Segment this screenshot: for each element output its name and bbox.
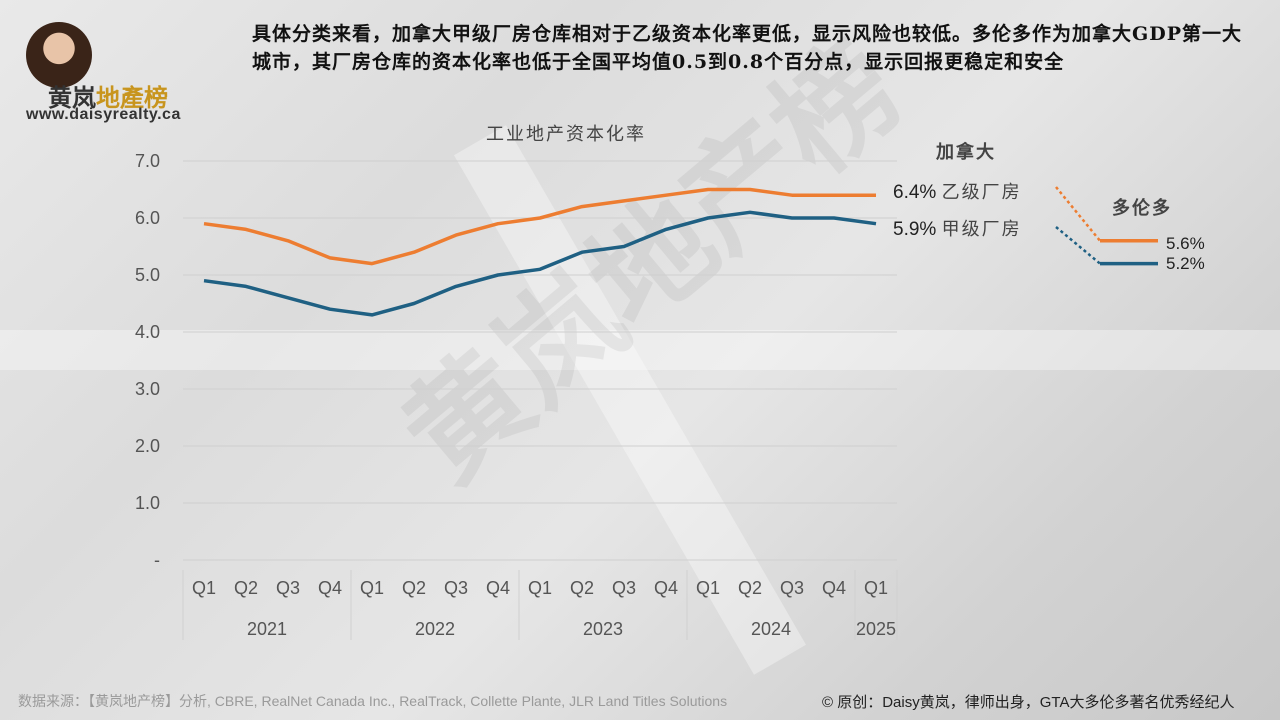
x-tick-label: Q1 [696,578,720,598]
x-tick-label: Q2 [234,578,258,598]
canada-header: 加拿大 [936,142,996,163]
series-line-1 [203,210,877,317]
y-tick-label: 4.0 [135,322,160,342]
x-tick-label: Q4 [654,578,678,598]
x-group-label: 2025 [856,619,896,639]
x-tick-label: Q3 [612,578,636,598]
x-tick-label: Q1 [864,578,888,598]
logo-name: 黄岚地產榜 [48,84,168,112]
data-source: 数据来源：【黄岚地产榜】分析, CBRE, RealNet Canada Inc… [18,693,728,709]
x-tick-label: Q3 [780,578,804,598]
x-tick-label: Q1 [192,578,216,598]
copyright: © 原创：Daisy黄岚，律师出身，GTA大多伦多著名优秀经纪人 [822,694,1235,711]
y-tick-label: 6.0 [135,208,160,228]
x-tick-label: Q1 [360,578,384,598]
x-tick-label: Q2 [402,578,426,598]
y-tick-label: 7.0 [135,151,160,171]
series-line-0 [203,187,876,266]
headline: 具体分类来看，加拿大甲级厂房仓库相对于乙级资本化率更低，显示风险也较低。多伦多作… [252,23,1242,73]
avatar [26,22,92,88]
connector-dotted [1055,226,1101,265]
x-group-label: 2023 [583,619,623,639]
x-tick-label: Q4 [318,578,342,598]
x-group-label: 2022 [415,619,455,639]
x-tick-label: Q2 [738,578,762,598]
toronto-label-b: 5.6% [1166,234,1205,253]
series-end-label-a: 5.9% 甲级厂房 [893,219,1022,240]
y-tick-label: 3.0 [135,379,160,399]
toronto-header: 多伦多 [1112,198,1172,219]
x-tick-label: Q4 [822,578,846,598]
y-tick-label: 5.0 [135,265,160,285]
x-tick-label: Q3 [444,578,468,598]
toronto-label-a: 5.2% [1166,254,1205,273]
logo-url: www.daisyrealty.ca [26,106,181,123]
logo: 黄岚地產榜 www.daisyrealty.ca [18,12,238,123]
background-beam [0,330,1280,370]
x-tick-label: Q1 [528,578,552,598]
series-end-label-b: 6.4% 乙级厂房 [893,182,1022,203]
y-tick-label: 1.0 [135,493,160,513]
chart-title: 工业地产资本化率 [486,124,646,145]
x-tick-label: Q4 [486,578,510,598]
x-group-label: 2021 [247,619,287,639]
x-tick-label: Q2 [570,578,594,598]
y-tick-label: 2.0 [135,436,160,456]
y-tick-label: - [154,550,160,570]
x-group-label: 2024 [751,619,791,639]
x-tick-label: Q3 [276,578,300,598]
